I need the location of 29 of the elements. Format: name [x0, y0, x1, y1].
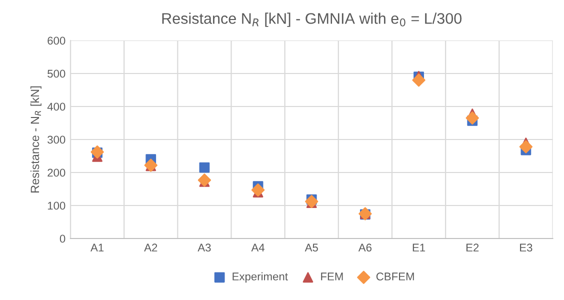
x-tick-label: A2 [144, 244, 158, 252]
point [90, 145, 104, 159]
x-tick-label: A3 [198, 244, 211, 252]
x-tick-label: A6 [358, 244, 372, 252]
x-tick-label: E3 [520, 244, 532, 252]
point [198, 174, 212, 187]
point [519, 140, 533, 154]
point [305, 194, 318, 208]
point [199, 162, 210, 173]
y-tick-label: 400 [47, 102, 66, 111]
y-axis-title: Resistance - N$_{R}$ [kN] [30, 86, 42, 192]
x-tick-label: E1 [412, 244, 426, 252]
x-tick-label: A5 [304, 244, 318, 252]
y-tick-label: 0 [60, 234, 66, 243]
legend-label: CBFEM [376, 272, 414, 280]
x-tick-label: A4 [251, 244, 264, 252]
x-tick-label: E2 [466, 244, 479, 252]
point [251, 183, 265, 197]
chart-title: Resistance N$_{R}$ [kN] - GMNIA with e$_{0}$ = L/300 [162, 12, 462, 27]
legend-label: Experiment [232, 272, 288, 283]
y-tick-label: 100 [48, 202, 66, 210]
y-tick-label: 300 [48, 136, 66, 144]
y-tick-label: 500 [48, 70, 66, 78]
point [412, 74, 426, 87]
y-tick-label: 200 [48, 168, 66, 177]
legend-label: FEM [321, 272, 343, 280]
x-tick-label: A1 [90, 244, 104, 252]
point [466, 111, 479, 125]
y-tick-label: 600 [48, 36, 66, 45]
